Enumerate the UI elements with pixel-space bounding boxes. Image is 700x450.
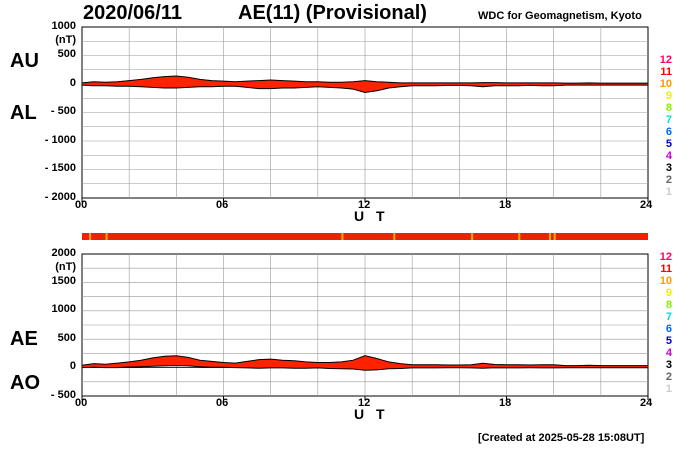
activity-level-12: 12 — [659, 251, 672, 263]
chart-date: 2020/06/11 — [83, 2, 182, 24]
p1-ytick: - 1000 — [44, 134, 76, 146]
p2-xtick: 06 — [216, 397, 229, 409]
activity-level-2: 2 — [665, 174, 672, 186]
activity-level-2: 2 — [665, 371, 672, 383]
panel2-unit: (nT) — [55, 261, 76, 273]
al-series-line — [81, 84, 648, 94]
au-series-line — [81, 75, 648, 84]
activity-level-8: 8 — [665, 102, 672, 114]
quality-strip-marker — [553, 233, 556, 240]
p1-ytick: - 2000 — [44, 191, 76, 203]
activity-level-10: 10 — [659, 275, 672, 287]
quality-strip-marker — [471, 233, 474, 240]
activity-level-1: 1 — [665, 383, 672, 395]
p2-ytick: 0 — [69, 360, 76, 372]
au-label: AU — [10, 50, 39, 72]
p2-ytick: 500 — [57, 332, 76, 344]
p1-xtick: 24 — [640, 199, 653, 211]
p1-xtick: 18 — [499, 199, 512, 211]
quality-strip-marker — [393, 233, 396, 240]
activity-level-8: 8 — [665, 299, 672, 311]
quality-strip-marker — [518, 233, 521, 240]
al-label: AL — [10, 102, 37, 124]
activity-level-11: 11 — [660, 66, 672, 78]
activity-level-12: 12 — [659, 54, 672, 66]
p1-ytick: - 500 — [50, 105, 76, 117]
p2-xlabel: U T — [354, 406, 389, 422]
activity-level-11: 11 — [660, 263, 672, 275]
panel1-unit: (nT) — [55, 34, 76, 46]
p2-ytick: 2000 — [51, 247, 76, 259]
activity-level-7: 7 — [665, 311, 672, 323]
quality-strip-marker — [105, 233, 108, 240]
ae-label: AE — [10, 328, 38, 350]
ao-label: AO — [10, 372, 40, 394]
activity-level-7: 7 — [665, 114, 672, 126]
p1-ytick: 1000 — [51, 20, 76, 32]
quality-strip — [82, 233, 648, 240]
ao-series-line — [81, 365, 648, 371]
activity-level-9: 9 — [665, 287, 672, 299]
activity-level-3: 3 — [665, 359, 672, 371]
quality-strip-marker — [89, 233, 92, 240]
activity-level-1: 1 — [665, 186, 672, 198]
p2-ytick: 1000 — [51, 303, 76, 315]
created-timestamp: [Created at 2025-05-28 15:08UT] — [478, 432, 645, 444]
quality-strip-marker — [341, 233, 344, 240]
p2-xtick: 00 — [75, 397, 88, 409]
quality-strip-marker — [548, 233, 551, 240]
ae-ao-fill-area — [82, 355, 648, 371]
p1-ytick: 0 — [69, 77, 76, 89]
p2-ytick: - 500 — [50, 389, 76, 401]
p2-xtick: 24 — [640, 397, 653, 409]
source-label: WDC for Geomagnetism, Kyoto — [478, 10, 642, 22]
activity-level-4: 4 — [665, 347, 672, 359]
activity-level-6: 6 — [665, 126, 672, 138]
p1-ytick: - 1500 — [44, 162, 76, 174]
p1-xlabel: U T — [354, 208, 389, 224]
p2-ytick: 1500 — [51, 275, 76, 287]
p2-xtick: 18 — [499, 397, 512, 409]
ae-series-line — [81, 355, 648, 367]
chart-title: AE(11) (Provisional) — [238, 2, 427, 24]
p1-ytick: 500 — [57, 48, 76, 60]
activity-level-5: 5 — [665, 138, 672, 150]
p1-xtick: 06 — [216, 199, 229, 211]
activity-level-4: 4 — [665, 150, 672, 162]
activity-level-3: 3 — [665, 162, 672, 174]
au-al-fill-area — [82, 76, 648, 93]
p1-xtick: 12 — [358, 199, 371, 211]
p1-xtick: 00 — [75, 199, 88, 211]
activity-level-9: 9 — [665, 90, 672, 102]
activity-level-6: 6 — [665, 323, 672, 335]
activity-level-10: 10 — [659, 78, 672, 90]
p2-xtick: 12 — [358, 397, 371, 409]
activity-level-5: 5 — [665, 335, 672, 347]
